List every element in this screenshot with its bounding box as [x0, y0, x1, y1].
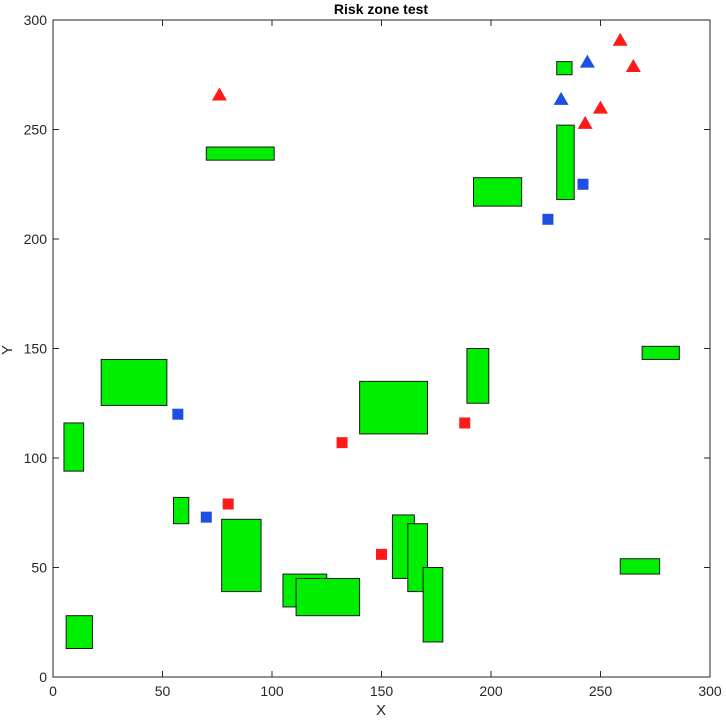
- risk-zone-rect-1: [556, 124, 575, 201]
- blue-square-point-3: [577, 178, 589, 190]
- risk-zone-rect-15: [422, 567, 444, 643]
- risk-zone-rect-8: [63, 422, 85, 472]
- y-tick-label-50: 50: [31, 560, 47, 576]
- y-tick-label-300: 300: [24, 12, 48, 28]
- red-square-point-1: [459, 417, 471, 429]
- risk-zone-rect-7: [641, 345, 680, 360]
- x-tick-label-50: 50: [155, 683, 171, 699]
- x-axis-label: X: [376, 702, 386, 719]
- blue-square-point-2: [542, 213, 554, 225]
- chart-title: Risk zone test: [334, 1, 428, 17]
- red-triangle-point-1: [612, 32, 628, 46]
- red-triangle-point-2: [625, 58, 641, 72]
- red-triangle-point-4: [577, 115, 593, 129]
- risk-zone-rect-12: [295, 577, 361, 617]
- x-tick-label-0: 0: [49, 683, 57, 699]
- risk-zone-rect-10: [221, 518, 262, 593]
- red-square-point-2: [222, 498, 234, 510]
- y-axis-label: Y: [0, 345, 16, 355]
- x-tick-label-250: 250: [589, 683, 613, 699]
- y-tick-label-250: 250: [24, 122, 48, 138]
- risk-zone-rect-14: [407, 523, 428, 593]
- blue-square-point-0: [172, 408, 184, 420]
- plot-frame: [52, 19, 711, 678]
- red-triangle-point-3: [593, 100, 608, 114]
- risk-zone-rect-0: [205, 146, 275, 161]
- y-tick-label-150: 150: [24, 341, 48, 357]
- blue-triangle-point-1: [553, 91, 569, 105]
- x-tick-label-150: 150: [370, 683, 394, 699]
- x-tick-label-200: 200: [479, 683, 503, 699]
- risk-zone-rect-4: [100, 358, 168, 406]
- risk-zone-rect-2: [472, 177, 523, 207]
- red-triangle-point-0: [211, 87, 227, 101]
- risk-zone-rect-6: [466, 348, 490, 404]
- y-tick-label-200: 200: [24, 231, 48, 247]
- red-square-point-0: [336, 437, 348, 449]
- risk-zone-rect-5: [359, 380, 428, 435]
- plot-marks: [63, 32, 680, 650]
- x-tick-label-100: 100: [260, 683, 284, 699]
- risk-zone-rect-3: [556, 61, 573, 76]
- y-tick-label-100: 100: [24, 450, 48, 466]
- blue-square-point-1: [200, 511, 212, 523]
- axes: 0 50 100 150 200 250 300 0 50 100 150 200 250 300: [24, 12, 722, 699]
- x-tick-label-300: 300: [698, 683, 722, 699]
- y-tick-label-0: 0: [39, 669, 47, 685]
- risk-zone-rect-17: [65, 615, 93, 650]
- red-square-point-3: [376, 548, 387, 560]
- blue-triangle-point-0: [579, 54, 595, 68]
- risk-zone-rect-9: [172, 496, 190, 525]
- risk-zone-rect-16: [619, 558, 661, 575]
